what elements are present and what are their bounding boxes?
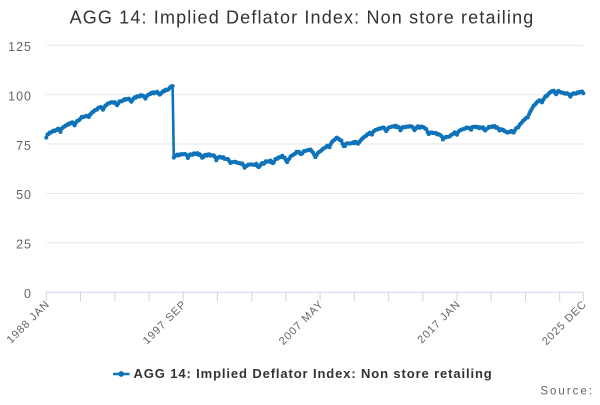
svg-text:125: 125: [8, 40, 32, 54]
svg-text:75: 75: [16, 139, 32, 153]
svg-text:0: 0: [24, 287, 32, 301]
svg-text:50: 50: [16, 188, 32, 202]
svg-text:AGG 14: Implied Deflator Index: AGG 14: Implied Deflator Index: Non stor…: [70, 8, 535, 28]
svg-text:AGG 14: Implied Deflator Index: AGG 14: Implied Deflator Index: Non stor…: [134, 366, 493, 381]
svg-text:25: 25: [16, 238, 32, 252]
svg-text:100: 100: [8, 90, 32, 104]
svg-text:Source:: Source:: [540, 386, 594, 398]
